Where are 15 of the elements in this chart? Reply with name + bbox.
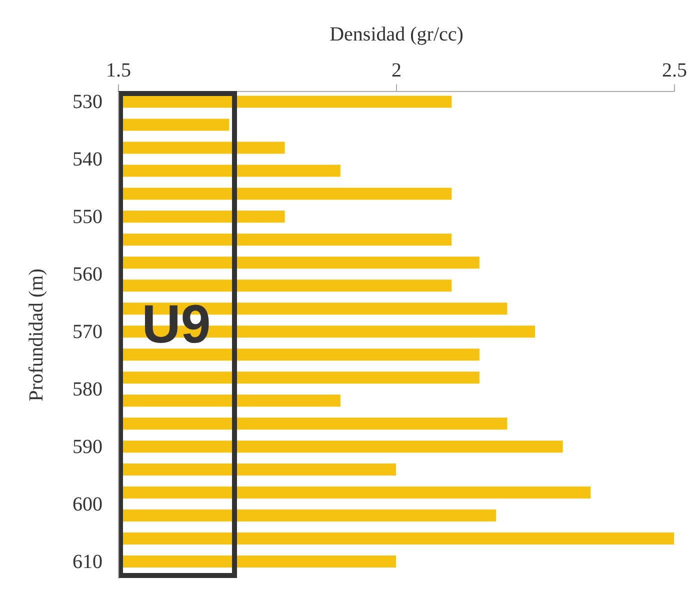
y-tick-label: 580 (72, 378, 102, 401)
y-tick-label: 570 (72, 321, 102, 344)
y-tick-label: 600 (72, 494, 102, 516)
annotation: U9 (142, 294, 211, 354)
y-tick-label: 540 (72, 148, 102, 171)
y-tick-label: 560 (72, 264, 102, 286)
x-axis-title: Densidad (gr/cc) (330, 24, 464, 46)
y-tick-label: 590 (72, 436, 102, 458)
y-axis-title: Profundidad (m) (26, 268, 48, 402)
x-tick-label: 1.5 (106, 60, 131, 82)
y-tick-label: 610 (72, 551, 102, 574)
y-tick-label: 550 (72, 206, 102, 228)
x-tick-label: 2.5 (662, 60, 687, 82)
x-tick-label: 2 (392, 60, 402, 82)
y-tick-label: 530 (72, 91, 102, 114)
